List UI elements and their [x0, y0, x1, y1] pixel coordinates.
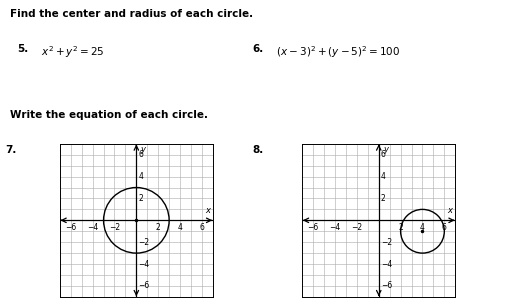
Text: $y$: $y$ [140, 145, 147, 156]
Text: −2: −2 [138, 238, 149, 247]
Text: −2: −2 [381, 238, 392, 247]
Text: −6: −6 [138, 282, 150, 290]
Text: Write the equation of each circle.: Write the equation of each circle. [10, 110, 208, 120]
Text: −4: −4 [329, 223, 341, 232]
Text: −6: −6 [65, 223, 76, 232]
Text: −4: −4 [87, 223, 98, 232]
Text: 4: 4 [138, 172, 143, 181]
Text: −6: −6 [308, 223, 319, 232]
Text: 2: 2 [398, 223, 403, 232]
Text: Find the center and radius of each circle.: Find the center and radius of each circl… [10, 9, 253, 19]
Text: 8.: 8. [252, 145, 264, 155]
Text: $x$: $x$ [447, 206, 454, 215]
Text: $x$: $x$ [205, 206, 212, 215]
Text: 2: 2 [138, 194, 143, 203]
Text: 6: 6 [381, 150, 386, 159]
Text: 6: 6 [442, 223, 447, 232]
Text: 6.: 6. [252, 44, 264, 54]
Text: −2: −2 [109, 223, 120, 232]
Text: 6: 6 [138, 150, 143, 159]
Text: $(x - 3)^2 + (y - 5)^2 = 100$: $(x - 3)^2 + (y - 5)^2 = 100$ [270, 44, 400, 60]
Text: $y$: $y$ [383, 145, 390, 156]
Text: −6: −6 [381, 282, 392, 290]
Text: −4: −4 [138, 259, 150, 269]
Text: 6: 6 [199, 223, 205, 232]
Text: −4: −4 [381, 259, 392, 269]
Text: 4: 4 [381, 172, 386, 181]
Text: −2: −2 [351, 223, 363, 232]
Text: 7.: 7. [5, 145, 17, 155]
Text: 4: 4 [420, 223, 425, 232]
Text: 5.: 5. [18, 44, 29, 54]
Text: 2: 2 [381, 194, 386, 203]
Text: $x^2 + y^2 = 25$: $x^2 + y^2 = 25$ [35, 44, 105, 60]
Text: 2: 2 [156, 223, 161, 232]
Text: 4: 4 [178, 223, 182, 232]
